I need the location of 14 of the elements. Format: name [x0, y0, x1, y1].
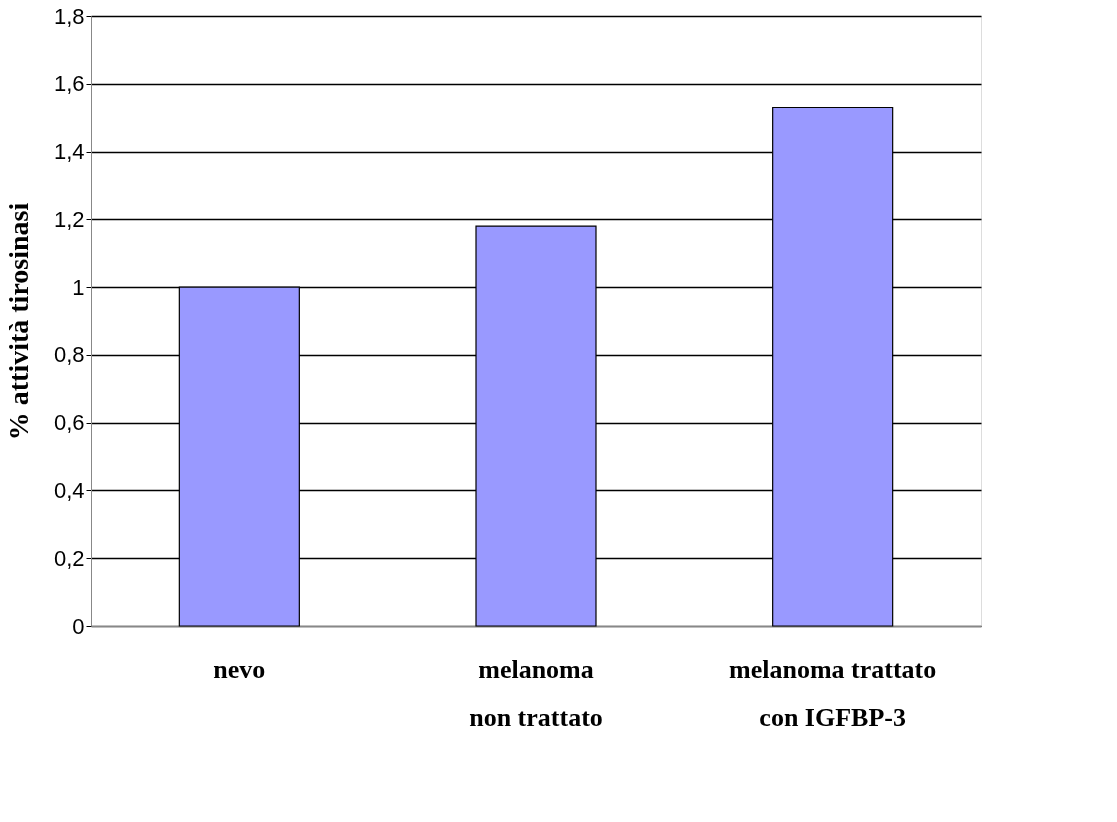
y-tick-label: 1,6 — [53, 71, 85, 97]
y-tick-label: 0,6 — [53, 410, 85, 436]
y-tick-label: 1,2 — [53, 206, 85, 232]
y-tick-label: 0 — [72, 613, 85, 639]
y-tick-label: 1,4 — [53, 139, 85, 165]
y-tick-label: 0,8 — [53, 342, 85, 368]
x-tick-label: melanoma non trattato — [469, 654, 603, 732]
y-axis-title: % attività tirosinasi — [2, 202, 34, 441]
x-tick-label: melanoma trattato con IGFBP-3 — [729, 654, 937, 732]
y-tick-label: 1 — [72, 274, 85, 300]
y-tick-label: 1,8 — [53, 3, 85, 29]
x-tick-label: nevo — [213, 654, 266, 684]
y-tick-label: 0,4 — [53, 477, 85, 503]
y-tick-label: 0,2 — [53, 545, 85, 571]
